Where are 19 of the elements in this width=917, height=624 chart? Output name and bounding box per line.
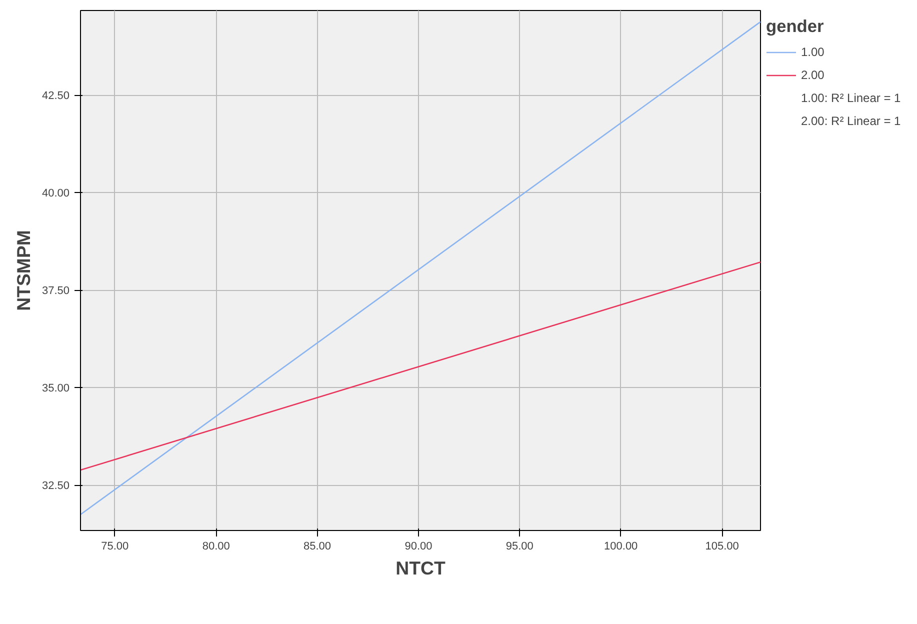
y-tick-label: 42.50	[42, 90, 70, 102]
y-tick-label: 32.50	[42, 480, 70, 492]
legend-title: gender	[766, 16, 825, 37]
y-tick-label: 40.00	[42, 188, 70, 200]
legend-label: 2.00	[801, 68, 824, 82]
y-tick-label: 37.50	[42, 285, 70, 298]
x-tick-label: 100.00	[604, 540, 638, 552]
x-tick-label: 75.00	[101, 540, 129, 552]
text: 2.00: R² Linear = 1	[801, 114, 901, 128]
x-tick-label: 105.00	[705, 540, 739, 552]
x-tick-label: 90.00	[404, 540, 432, 552]
x-tick-label: 85.00	[304, 540, 332, 552]
text: 1.00: R² Linear = 1	[801, 91, 901, 105]
legend-label: 1.00	[801, 45, 824, 59]
y-tick-label: 35.00	[42, 382, 70, 395]
x-tick-label: 80.00	[202, 540, 230, 552]
y-axis-title: NTSMPM	[12, 230, 34, 311]
x-tick-label: 95.00	[506, 540, 534, 552]
x-axis-title: NTCT	[396, 558, 446, 578]
